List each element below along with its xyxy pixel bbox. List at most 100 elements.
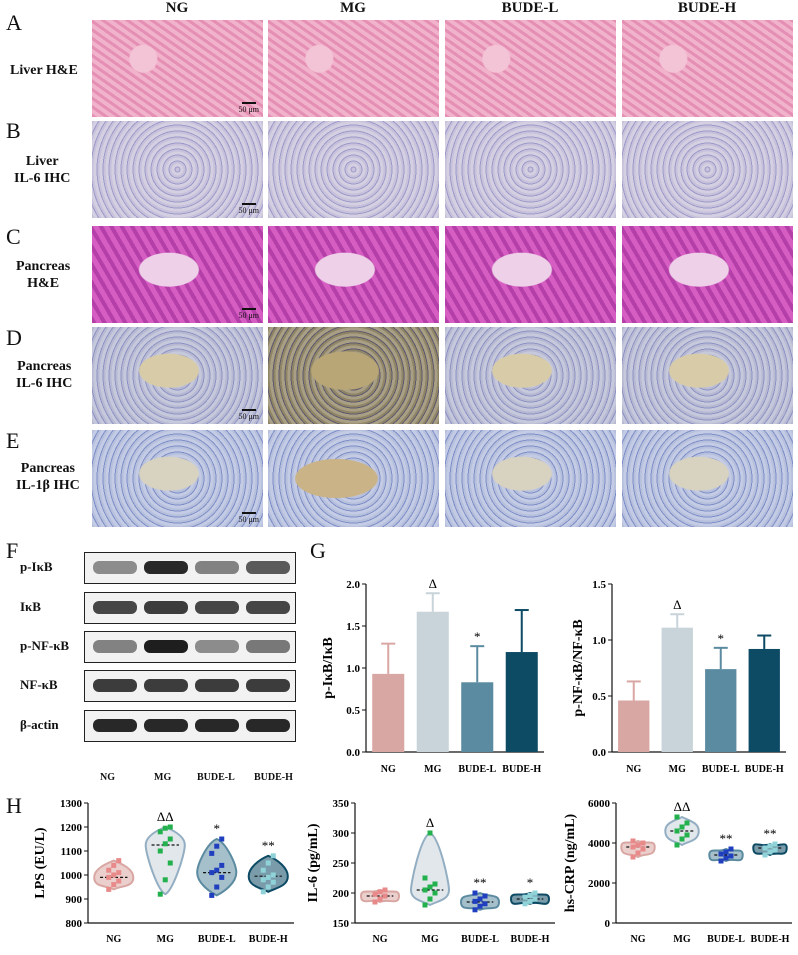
data-point [157, 829, 163, 835]
y-tick-label: 6000 [588, 798, 611, 810]
wb-band [93, 679, 137, 692]
col-head-bude-l: BUDE-L [501, 0, 559, 16]
data-point [427, 884, 433, 890]
y-axis-label: IL-6 (pg/mL) [306, 823, 321, 902]
bar [705, 669, 737, 752]
y-tick-label: 1.0 [592, 635, 606, 647]
data-point [522, 894, 528, 900]
row-label-liver-il6: Liver IL-6 IHC [14, 153, 70, 187]
row-label-line1: Pancreas [17, 359, 72, 374]
significance-mark: Δ [429, 576, 437, 591]
row-label-pancreas-il1b: Pancreas IL-1β IHC [16, 460, 80, 494]
data-point [111, 882, 117, 888]
y-tick-label: 150 [333, 918, 350, 930]
panel-letter-f: F [6, 538, 19, 563]
row-label-line1: Liver H&E [10, 63, 78, 78]
data-point [728, 853, 734, 859]
wb-lane-bude-h: BUDE-H [254, 772, 293, 783]
data-point [116, 858, 122, 864]
significance-mark: * [474, 629, 481, 644]
violin [620, 839, 656, 859]
y-axis-label: hs-CRP (ng/mL) [563, 813, 578, 912]
wb-lane-bude-l: BUDE-L [197, 772, 235, 783]
micrograph-image: 50 μm [92, 226, 263, 323]
x-tick-label: MG [673, 934, 690, 945]
data-point [422, 887, 428, 893]
col-head-ng: NG [165, 0, 189, 16]
data-point [630, 854, 636, 860]
micrograph-image [268, 121, 439, 218]
y-tick-label: 2000 [588, 878, 611, 890]
wb-band [144, 640, 188, 653]
x-tick-label: BUDE-L [707, 934, 745, 945]
wb-band [144, 601, 188, 614]
data-point [718, 851, 724, 857]
data-point [422, 902, 428, 908]
data-point [527, 898, 533, 904]
micrograph-image: 50 μm [92, 430, 263, 527]
significance-mark: ΔΔ [157, 809, 174, 824]
y-tick-label: 800 [66, 918, 83, 930]
row-label-liver-he: Liver H&E [10, 62, 78, 79]
row-label-line2: IL-6 IHC [14, 171, 71, 186]
wb-band-label: IκB [20, 599, 41, 614]
data-point [679, 836, 685, 842]
wb-band [144, 561, 188, 574]
scale-bar: 50 μm [238, 409, 259, 421]
data-point [718, 858, 724, 864]
micrograph-image: 50 μm [92, 20, 263, 117]
scale-bar: 50 μm [238, 308, 259, 320]
wb-band-strip [84, 592, 296, 624]
data-point [527, 892, 533, 898]
y-axis-label: p-IκB/IκB [321, 637, 336, 698]
x-tick-label: BUDE-H [511, 934, 550, 945]
panel-letter-a: A [6, 10, 22, 35]
panel-letter-h: H [6, 793, 22, 818]
x-tick-label: BUDE-L [458, 764, 496, 775]
x-tick-label: NG [631, 934, 646, 945]
data-point [377, 896, 383, 902]
data-point [723, 855, 729, 861]
significance-mark: * [214, 821, 221, 836]
data-point [265, 860, 271, 866]
data-point [472, 907, 478, 913]
data-point [772, 847, 778, 853]
data-point [382, 887, 388, 893]
wb-lane-ng: NG [100, 772, 115, 783]
data-point [372, 891, 378, 897]
micrograph-image [622, 226, 793, 323]
data-point [684, 820, 690, 826]
bar [461, 682, 494, 752]
micrograph-image [445, 20, 616, 117]
y-tick-label: 1.5 [592, 579, 606, 591]
data-point [116, 878, 122, 884]
wb-band-label: p-IκB [20, 559, 53, 574]
y-tick-label: 0.0 [592, 747, 606, 759]
significance-mark: * [718, 631, 725, 646]
data-point [265, 884, 271, 890]
x-tick-label: BUDE-L [198, 934, 236, 945]
y-tick-label: 0.5 [592, 691, 606, 703]
chart-lps: 800 900 1000 1100 1200 1300 LPS (EU/L) NG ΔΔ MG * B… [33, 798, 294, 945]
data-point [427, 896, 433, 902]
data-point [728, 846, 734, 852]
y-tick-label: 2.0 [346, 579, 360, 591]
scale-bar: 50 μm [238, 512, 259, 524]
y-axis-label: LPS (EU/L) [33, 827, 48, 899]
data-point [162, 877, 168, 883]
x-tick-label: BUDE-H [502, 764, 541, 775]
panel-letter-d: D [6, 325, 22, 350]
data-point [477, 903, 483, 909]
significance-mark: ** [474, 875, 487, 890]
y-tick-label: 1100 [61, 846, 83, 858]
col-head-bude-h: BUDE-H [677, 0, 737, 16]
data-point [111, 862, 117, 868]
data-point [767, 849, 773, 855]
wb-band [93, 640, 137, 653]
x-tick-label: NG [106, 934, 121, 945]
violin [409, 831, 451, 907]
x-tick-label: MG [157, 934, 174, 945]
data-point [270, 872, 276, 878]
chart-p-nfkb: 0.0 0.5 1.0 1.5 p-NF-κB/NF-κB NG Δ MG * BUDE-L BUD… [571, 579, 786, 775]
data-point [432, 881, 438, 887]
